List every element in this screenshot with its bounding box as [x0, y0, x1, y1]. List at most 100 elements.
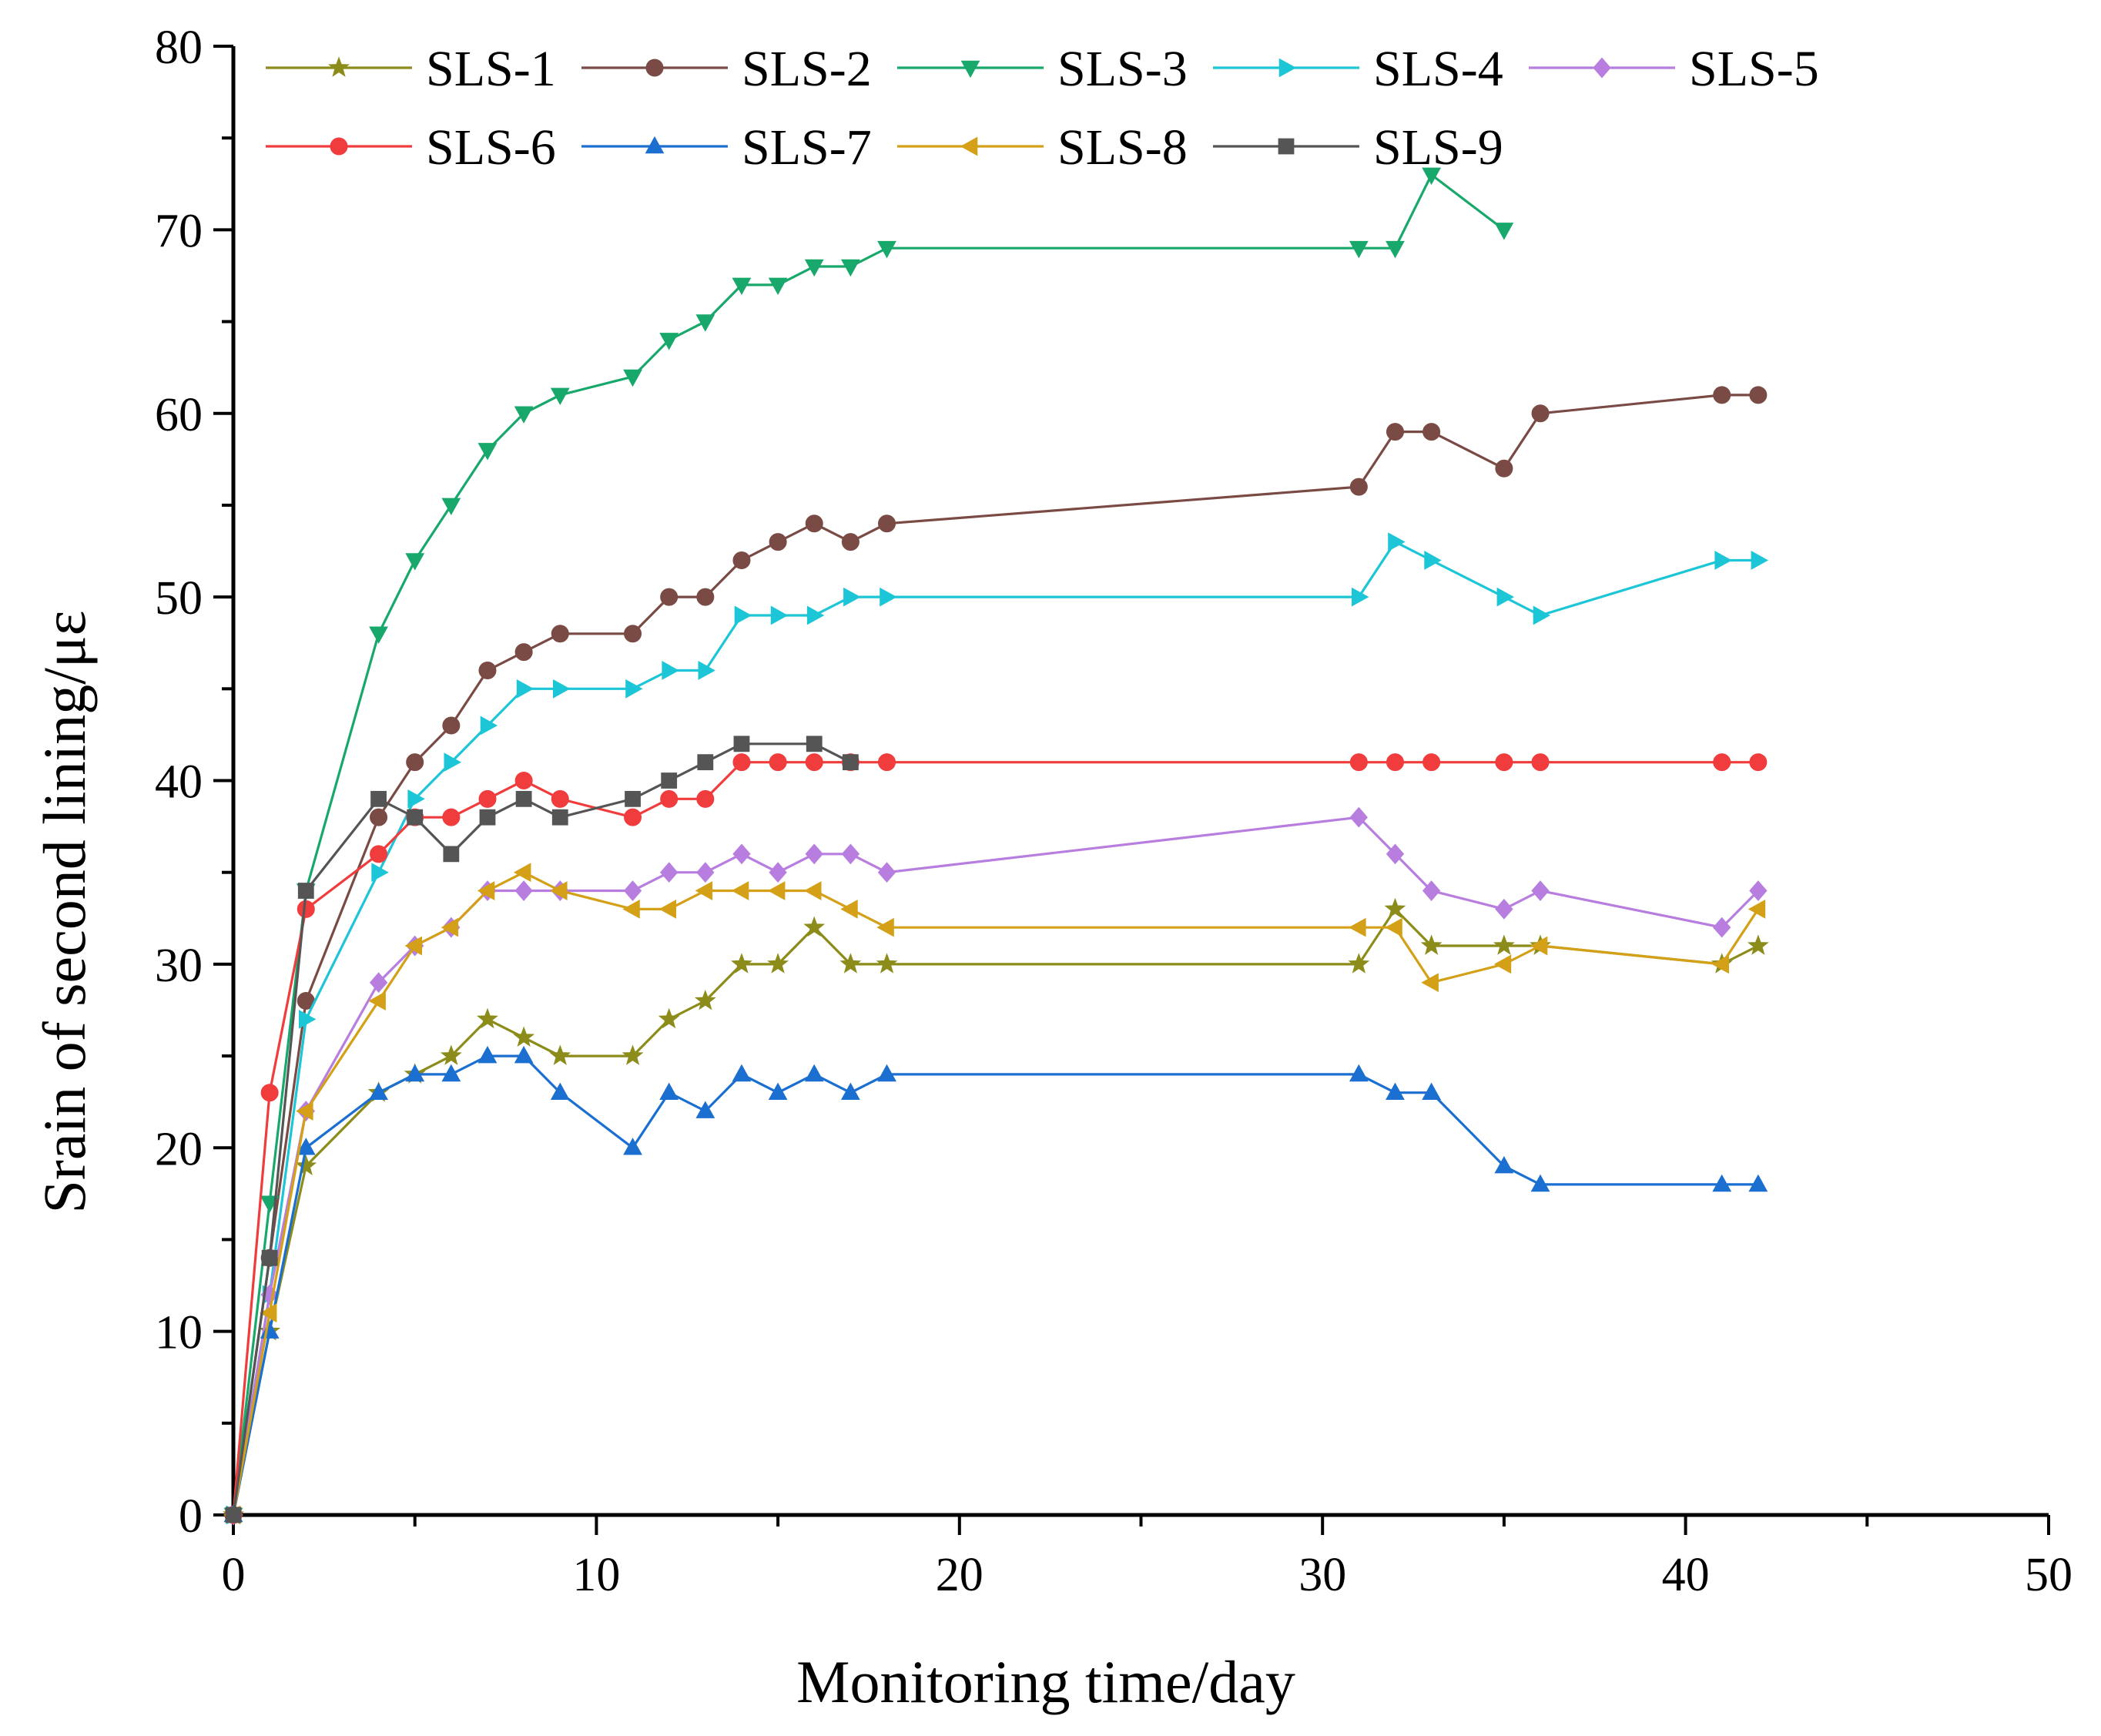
series-line-sls-6 — [232, 761, 1758, 1516]
data-point — [550, 387, 570, 406]
legend-item-sls-5: SLS-5 — [1529, 41, 1819, 97]
data-point — [733, 736, 750, 752]
data-point — [1422, 167, 1442, 186]
data-point — [658, 899, 676, 919]
y-tick-label: 10 — [155, 1307, 203, 1359]
data-point — [442, 716, 461, 735]
data-point — [877, 862, 896, 883]
data-point — [1714, 551, 1732, 570]
data-point — [805, 514, 823, 533]
data-point — [624, 625, 642, 643]
data-point — [1422, 1082, 1442, 1100]
data-point — [297, 883, 314, 899]
data-point — [661, 772, 678, 789]
data-point — [880, 587, 897, 607]
data-point — [841, 843, 860, 865]
y-tick-label: 60 — [155, 389, 203, 441]
data-point — [371, 863, 389, 883]
data-point — [806, 605, 825, 625]
series-sls-1 — [223, 897, 1769, 1524]
y-tick-label: 30 — [155, 940, 203, 992]
data-point — [441, 1064, 461, 1082]
data-point — [369, 972, 388, 994]
legend-label: SLS-6 — [426, 119, 556, 176]
data-point — [1711, 954, 1729, 974]
data-point — [299, 1009, 317, 1029]
series-sls-2 — [224, 386, 1768, 1524]
data-point — [225, 1506, 242, 1523]
data-point — [662, 661, 679, 680]
data-point — [1749, 386, 1768, 404]
legend-item-sls-3: SLS-3 — [897, 41, 1188, 97]
legend-label: SLS-7 — [742, 119, 872, 176]
data-point — [840, 1082, 860, 1100]
data-point — [1495, 459, 1513, 478]
data-point — [659, 333, 679, 350]
data-point — [659, 1082, 679, 1100]
series-sls-3 — [223, 167, 1514, 1526]
data-point — [660, 789, 679, 808]
data-point — [296, 1138, 316, 1155]
data-point — [840, 899, 858, 919]
data-point — [479, 809, 496, 826]
data-point — [658, 1007, 680, 1029]
data-point — [768, 1082, 788, 1100]
series-sls-9 — [225, 736, 859, 1523]
data-point — [478, 1045, 498, 1064]
data-point — [549, 1044, 571, 1065]
x-tick-label: 50 — [2025, 1549, 2073, 1601]
data-point — [806, 736, 823, 752]
data-point — [261, 1249, 278, 1266]
data-point — [1495, 753, 1513, 772]
data-point — [1388, 532, 1406, 552]
data-point — [1386, 753, 1404, 772]
data-point — [1422, 423, 1441, 441]
data-point — [842, 754, 859, 771]
data-point — [622, 1044, 644, 1065]
x-axis-title: Monitoring time/day — [796, 1648, 1295, 1715]
legend-marker — [960, 136, 978, 156]
data-point — [1713, 917, 1731, 938]
data-point — [1349, 1064, 1369, 1082]
data-point — [442, 808, 461, 826]
series-sls-5 — [224, 806, 1768, 1526]
data-point — [732, 551, 751, 569]
legend-item-sls-2: SLS-2 — [581, 41, 872, 97]
data-point — [406, 753, 424, 772]
data-point — [1349, 806, 1368, 828]
data-point — [623, 1138, 642, 1155]
y-tick-label: 80 — [155, 22, 203, 74]
data-point — [624, 808, 642, 826]
data-point — [514, 880, 533, 901]
series-line-sls-7 — [232, 1054, 1758, 1516]
data-point — [405, 553, 425, 571]
data-point — [1748, 1174, 1768, 1192]
data-point — [477, 881, 495, 900]
legend-label: SLS-9 — [1373, 119, 1503, 176]
y-axis-title: Srain of second lining/με — [31, 611, 98, 1214]
data-point — [769, 862, 787, 883]
data-point — [695, 1101, 715, 1118]
data-point — [514, 1045, 534, 1064]
data-point — [1352, 587, 1369, 607]
data-point — [1422, 880, 1441, 901]
legend-item-sls-4: SLS-4 — [1213, 41, 1503, 97]
data-point — [877, 1064, 896, 1082]
series-line-sls-1 — [232, 907, 1759, 1516]
data-point — [480, 716, 498, 736]
data-point — [1713, 386, 1731, 404]
data-point — [804, 259, 824, 277]
data-point — [513, 1026, 535, 1047]
data-point — [878, 753, 896, 772]
data-point — [1751, 551, 1769, 570]
data-point — [296, 1101, 313, 1121]
data-point — [623, 369, 642, 387]
x-tick-label: 10 — [572, 1549, 620, 1601]
data-point — [804, 1064, 824, 1082]
legend-label: SLS-8 — [1057, 119, 1188, 176]
data-point — [514, 772, 533, 789]
series-line-sls-3 — [232, 173, 1505, 1516]
data-point — [1712, 1174, 1732, 1192]
data-point — [732, 1064, 752, 1082]
data-point — [444, 752, 461, 772]
